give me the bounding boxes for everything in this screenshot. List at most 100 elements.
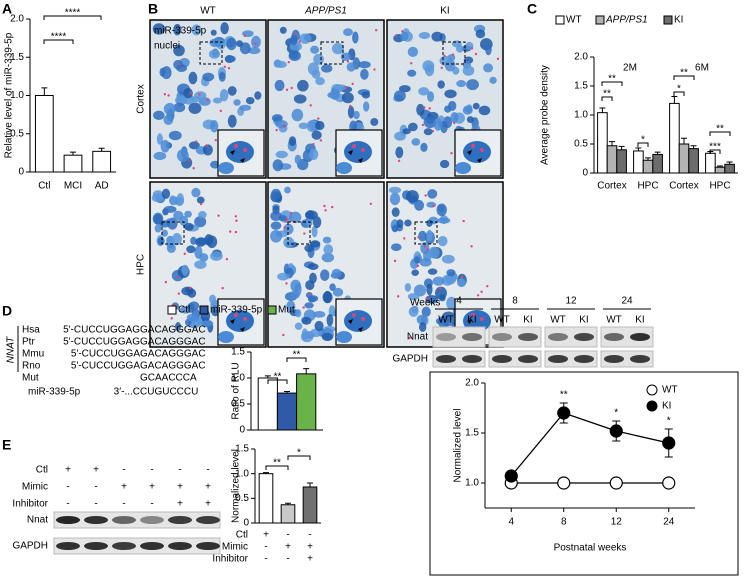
y-tick-label: 1.0 — [574, 110, 588, 121]
column-label: KI — [440, 6, 449, 17]
probe-dot — [176, 275, 180, 279]
nucleus — [291, 108, 304, 122]
nucleus — [416, 314, 428, 325]
probe-dot — [351, 82, 354, 86]
bar — [63, 154, 83, 173]
nucleus — [293, 94, 307, 104]
condition-label: Mimic — [22, 482, 48, 493]
probe-dot — [170, 317, 173, 320]
lane-label: KI — [467, 315, 476, 326]
y-tick-label: 1.5 — [465, 428, 479, 439]
error-bar — [635, 147, 642, 151]
nucleus — [391, 224, 399, 233]
sequence: 5′-CUCCUGGAG — [63, 337, 140, 348]
probe-dot — [189, 92, 193, 95]
probe-dot — [331, 205, 334, 209]
nucleus — [315, 120, 325, 131]
nucleus — [210, 119, 219, 133]
probe-dot — [324, 209, 327, 212]
legend-label: APP/PS1 — [605, 15, 648, 26]
nucleus — [362, 101, 370, 112]
probe-dot — [234, 313, 238, 317]
lane-label: KI — [635, 315, 644, 326]
probe-dot — [312, 142, 315, 146]
nucleus — [444, 89, 457, 99]
micrograph-border — [149, 19, 267, 179]
nucleus — [311, 130, 322, 140]
significance: ** — [603, 89, 611, 100]
probe-dot — [163, 93, 167, 96]
band — [84, 516, 108, 524]
nucleus — [304, 244, 315, 253]
x-tick-label: MCI — [64, 181, 82, 192]
nucleus — [181, 286, 194, 296]
nucleus — [298, 122, 309, 130]
nucleus — [323, 244, 334, 255]
nucleus — [179, 215, 189, 226]
band — [518, 333, 538, 341]
y-tick-label: 1.5 — [235, 444, 249, 455]
nucleus — [418, 31, 431, 40]
nucleus — [457, 278, 466, 288]
y-tick-label: 0.5 — [10, 128, 24, 139]
probe-dot — [421, 123, 425, 127]
bar — [669, 102, 680, 174]
nucleus — [408, 306, 419, 317]
significance: ** — [608, 74, 616, 85]
nucleus — [301, 328, 309, 341]
nucleus — [334, 84, 347, 91]
nucleus — [209, 38, 221, 48]
series-line — [510, 412, 669, 477]
nucleus — [321, 332, 333, 342]
error-bar — [98, 147, 105, 152]
nucleus — [320, 269, 330, 281]
y-tick-label: 0 — [582, 168, 588, 179]
probe-dot — [416, 264, 420, 268]
probe-dot — [470, 245, 473, 248]
band — [574, 333, 594, 341]
probe-dot — [217, 214, 220, 217]
nucleus — [188, 102, 202, 114]
inset-nucleus — [336, 162, 352, 174]
arrowhead — [230, 319, 245, 332]
chart-frame — [429, 371, 739, 576]
probe-dot — [283, 226, 286, 229]
nucleus — [358, 61, 371, 69]
probe-dot — [178, 63, 182, 66]
probe-dot — [423, 245, 427, 248]
band — [492, 333, 512, 341]
band — [492, 355, 512, 363]
nucleus — [171, 232, 182, 246]
band — [140, 542, 164, 550]
nucleus — [411, 269, 419, 276]
probe-dot — [426, 248, 429, 251]
probe-dot — [460, 275, 464, 278]
band — [168, 516, 192, 524]
panel-label: D — [2, 303, 12, 319]
bar — [280, 504, 296, 524]
nucleus — [466, 79, 479, 91]
nucleus — [247, 47, 261, 55]
nucleus — [360, 68, 369, 80]
bar — [257, 377, 278, 431]
probe-dot — [309, 292, 312, 296]
blot — [488, 326, 542, 348]
nucleus — [295, 309, 302, 318]
probe-dot — [361, 317, 365, 321]
nucleus — [404, 283, 412, 292]
nucleus — [283, 236, 295, 248]
significance: ** — [560, 390, 568, 401]
point — [609, 424, 623, 438]
probe-dot — [438, 287, 442, 290]
point — [504, 469, 518, 483]
nucleus — [427, 189, 438, 199]
bar — [678, 143, 690, 174]
significance-bracket — [43, 15, 102, 20]
seed-site: GACAGGGAC — [140, 349, 206, 360]
band — [168, 542, 192, 550]
nucleus — [188, 141, 200, 150]
significance-bracket — [637, 142, 649, 147]
probe-dot — [401, 30, 404, 33]
probe-dot — [214, 139, 217, 142]
condition-sign: - — [178, 465, 181, 476]
